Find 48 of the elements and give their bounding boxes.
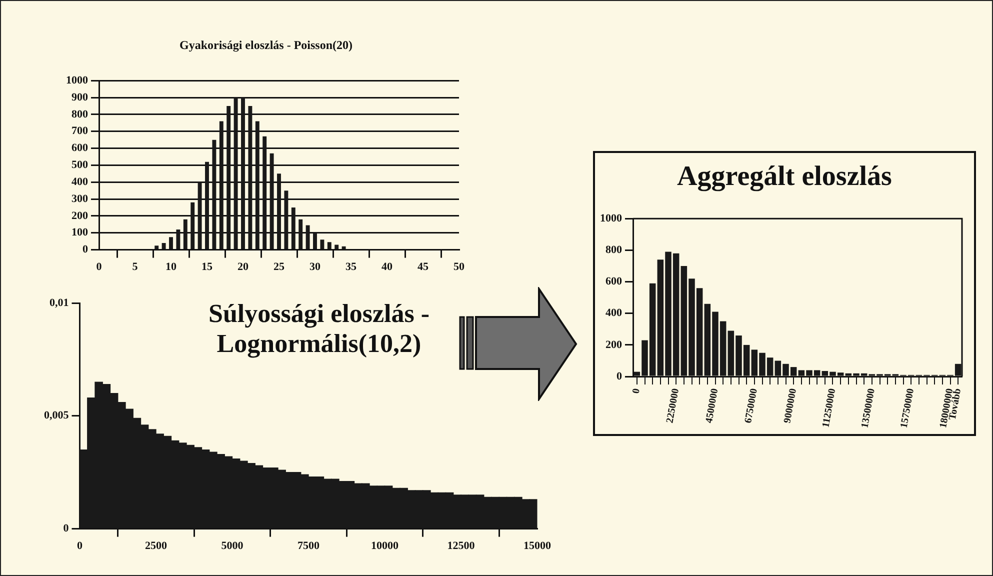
y-tick-label: 0	[616, 370, 622, 382]
x-tick-label: 2500	[145, 540, 168, 552]
x-tick-label: 11250000	[820, 388, 838, 428]
y-tick-label: 100	[72, 226, 88, 239]
x-tick-label: 0	[96, 261, 102, 274]
y-tick-label: 200	[72, 210, 88, 222]
y-tick-label: 1000	[600, 212, 622, 224]
x-tick-label: 25	[274, 261, 285, 274]
x-tick-label: 45	[418, 261, 429, 274]
y-tick-label: 200	[606, 338, 622, 351]
y-tick-label: 0,005	[44, 410, 70, 422]
chart-title: Aggregált eloszlás	[676, 161, 893, 194]
y-tick-label: 600	[72, 142, 88, 154]
x-tick-label: 10000	[371, 540, 399, 552]
x-tick-label: 5	[132, 261, 138, 274]
y-tick-label: 500	[72, 159, 88, 172]
y-tick-label: 800	[72, 108, 88, 120]
x-tick-label: 35	[346, 261, 357, 274]
x-tick-label: 50	[454, 261, 465, 274]
chart-title: Súlyossági eloszlás - Lognormális(10,2)	[207, 299, 431, 359]
x-tick-label: 10	[166, 261, 177, 274]
x-tick-label: 15000	[524, 540, 552, 552]
y-tick-label: 0,01	[50, 296, 69, 309]
x-tick-label: 2250000	[664, 388, 682, 424]
y-tick-label: 700	[72, 125, 88, 138]
x-tick-label: 13500000	[860, 388, 878, 429]
y-tick-label: 800	[606, 244, 622, 256]
x-tick-label: 30	[310, 261, 321, 274]
x-tick-label: 15	[202, 261, 213, 274]
y-tick-label: 400	[72, 176, 88, 188]
y-tick-label: 0	[63, 522, 70, 535]
x-tick-label: 9000000	[782, 388, 800, 424]
y-tick-label: 400	[606, 307, 622, 320]
x-tick-label: 7500	[298, 540, 320, 552]
y-tick-label: 0	[82, 244, 88, 256]
x-tick-label: 12500	[447, 540, 476, 552]
y-tick-label: 1000	[66, 74, 88, 86]
x-tick-label: 6750000	[743, 388, 760, 424]
y-tick-label: 900	[72, 91, 88, 104]
chart-title: Gyakorisági eloszlás - Poisson(20)	[178, 38, 354, 53]
y-tick-label: 300	[72, 192, 88, 205]
x-tick-label: 20	[238, 261, 249, 274]
y-tick-label: 600	[606, 276, 622, 288]
x-tick-label: 40	[382, 261, 393, 274]
x-tick-label: 4500000	[704, 388, 721, 424]
x-tick-label: 0	[630, 388, 642, 394]
x-tick-label: 5000	[221, 540, 244, 552]
x-tick-label: 15750000	[898, 388, 917, 429]
